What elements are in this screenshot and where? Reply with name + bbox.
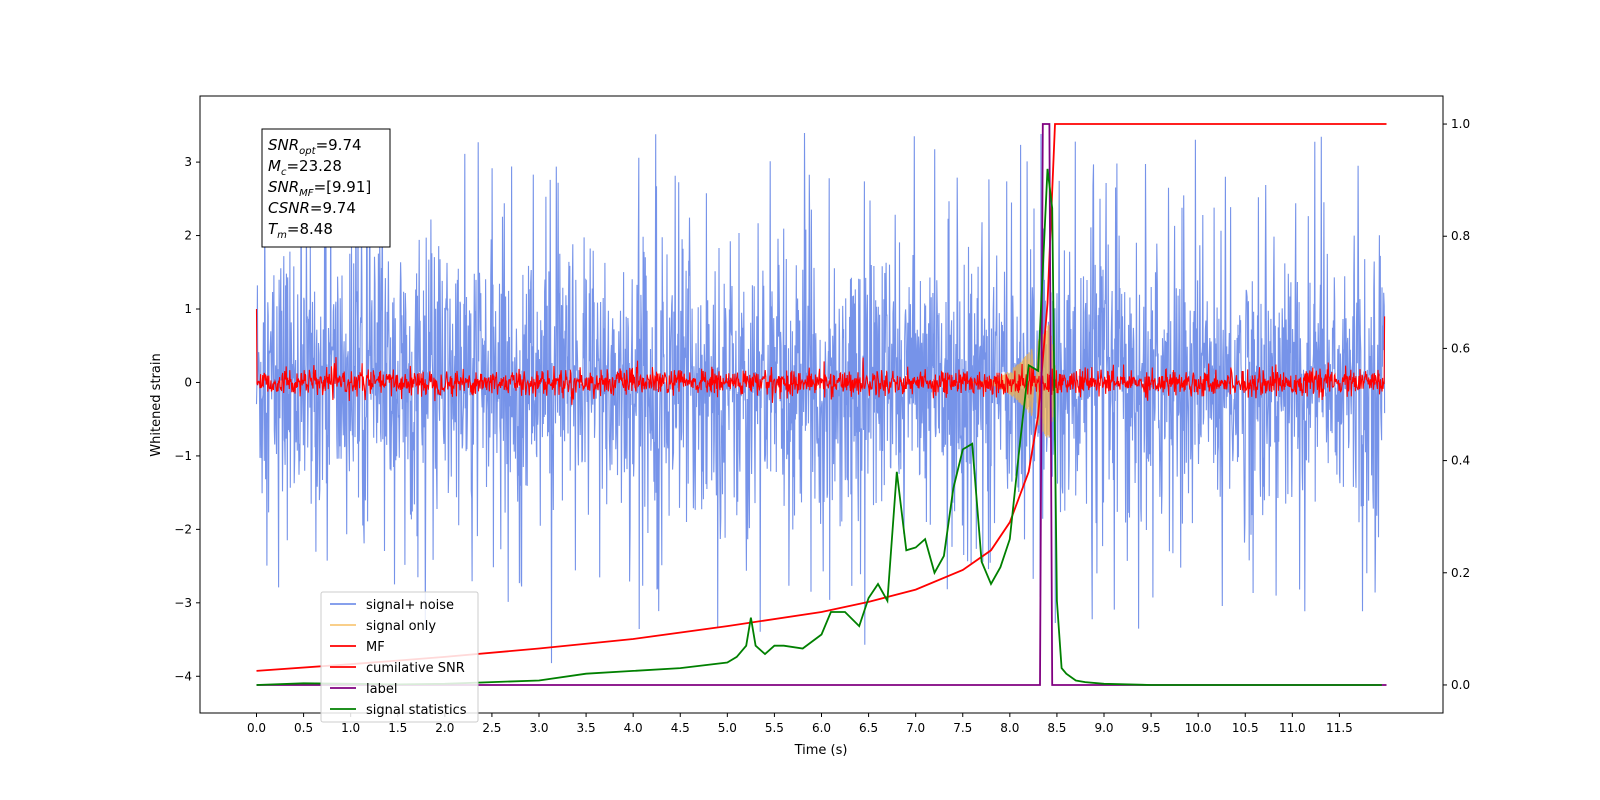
y-tick-label: 2 [184,229,192,243]
legend-label: signal+ noise [366,598,454,613]
x-tick-label: 7.5 [953,721,972,735]
x-tick-label: 8.0 [1000,721,1019,735]
series-signal-noise-line [255,132,1386,664]
x-axis: 0.0 0.5 1.0 1.5 2.0 2.5 3.0 3.5 4.0 4.5 5.0 5.5 6.0 6… [247,713,1353,735]
legend-item-signal-only: signal only [330,619,436,634]
y-axis-right: 0.0 0.2 0.4 0.6 0.8 1.0 [1443,117,1470,692]
x-tick-label: 8.5 [1047,721,1066,735]
x-tick-label: 1.0 [341,721,360,735]
x-tick-label: 4.0 [624,721,643,735]
annotation-line: Mc=23.28 [268,157,342,178]
y-tick-label: 3 [184,155,192,169]
x-tick-label: 10.0 [1185,721,1212,735]
annotation-frame [261,128,391,248]
x-tick-label: 3.0 [529,721,548,735]
x-tick-label: 5.5 [765,721,784,735]
x-tick-label: 11.5 [1326,721,1353,735]
y-right-tick-label: 0.6 [1451,341,1470,355]
series-cumulative-snr-line [256,123,1387,672]
legend-item-cumulative-snr: cumilative SNR [330,661,465,676]
legend: signal+ noise signal only MF cumilative SNR… [320,591,479,723]
x-tick-label: 9.5 [1142,721,1161,735]
x-tick-label: 10.5 [1232,721,1259,735]
x-tick-label: 2.5 [482,721,501,735]
x-tick-label: 0.0 [247,721,266,735]
y-right-tick-label: 0.0 [1451,678,1470,692]
y-axis-left: −4 −3 −2 −1 0 1 2 3 [174,155,200,683]
annotation-line: CSNR=9.74 [268,199,356,217]
legend-item-signal-noise: signal+ noise [330,598,454,613]
series-signal-statistics-line [256,168,1382,686]
series-mf-line [255,308,1386,405]
series-label-line [256,123,1387,686]
y-tick-label: 0 [184,375,192,389]
annotation-line: Tm=8.48 [268,220,333,241]
y-right-tick-label: 0.4 [1451,454,1470,468]
x-tick-label: 4.5 [671,721,690,735]
y-tick-label: 1 [184,302,192,316]
y-right-tick-label: 1.0 [1451,117,1470,131]
annotation-line: SNRopt=9.74 [268,136,362,157]
x-tick-label: 0.5 [294,721,313,735]
annotation-line: SNRMF=[9.91] [268,178,371,199]
x-tick-label: 1.5 [388,721,407,735]
y-tick-label: −1 [174,449,192,463]
legend-label: signal only [366,619,436,634]
x-tick-label: 2.0 [435,721,454,735]
y-tick-label: −2 [174,522,192,536]
legend-item-label: label [330,682,397,697]
x-tick-label: 9.0 [1094,721,1113,735]
x-tick-label: 6.0 [812,721,831,735]
legend-item-signal-statistics: signal statistics [330,703,467,718]
legend-label: label [366,682,397,697]
legend-label: signal statistics [366,703,467,718]
legend-label: MF [366,640,385,655]
y-axis-label: Whitened strain [149,353,164,456]
legend-frame [320,591,479,723]
legend-item-mf: MF [330,640,385,655]
y-tick-label: −3 [174,596,192,610]
x-tick-label: 3.5 [577,721,596,735]
y-right-tick-label: 0.8 [1451,229,1470,243]
x-axis-label: Time (s) [794,743,848,758]
annotation-box: SNRopt=9.74Mc=23.28SNRMF=[9.91]CSNR=9.74… [261,128,391,248]
x-tick-label: 7.0 [906,721,925,735]
x-tick-label: 6.5 [859,721,878,735]
legend-label: cumilative SNR [366,661,465,676]
x-tick-label: 5.0 [718,721,737,735]
x-tick-label: 11.0 [1279,721,1306,735]
y-tick-label: −4 [174,669,192,683]
y-right-tick-label: 0.2 [1451,566,1470,580]
